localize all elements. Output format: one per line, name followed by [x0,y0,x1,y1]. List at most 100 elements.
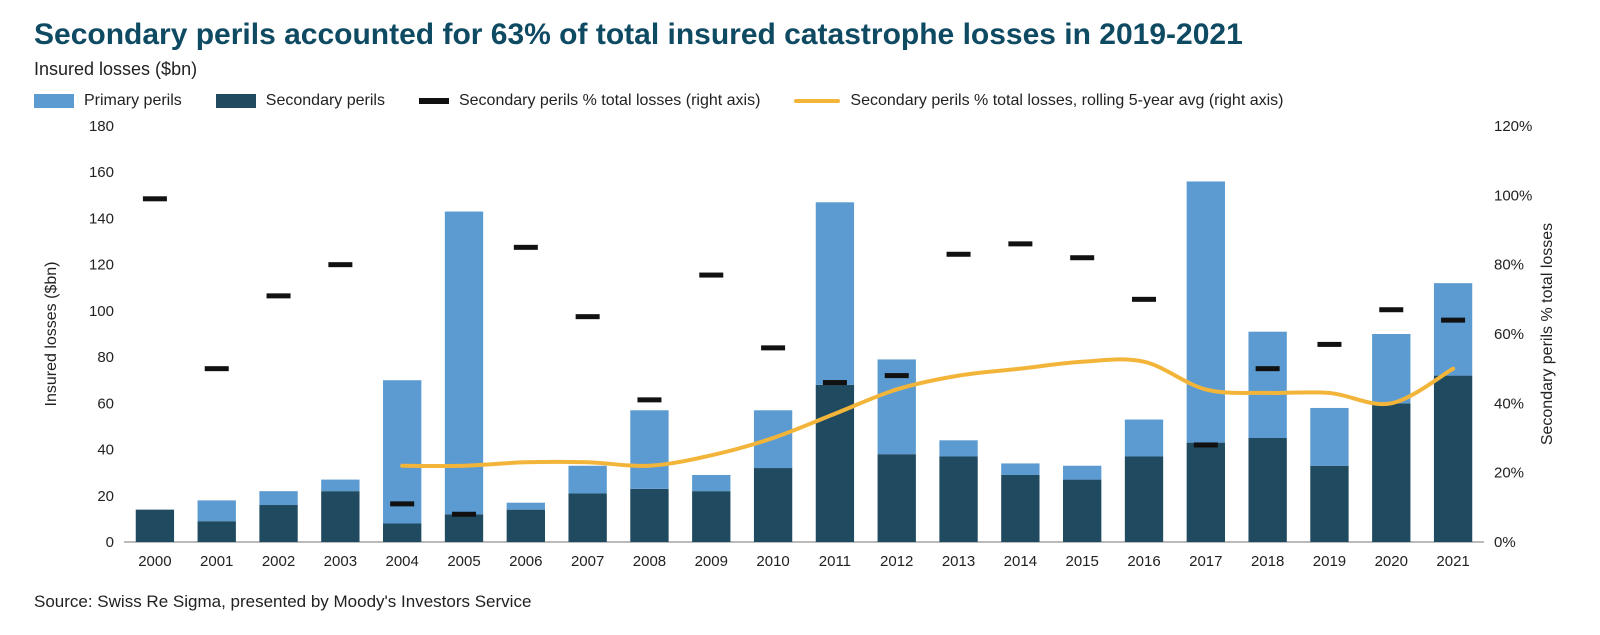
bar-primary [939,440,977,456]
svg-text:2010: 2010 [756,553,789,570]
svg-text:0: 0 [106,534,114,551]
bar-secondary [507,509,545,541]
bar-primary [1248,331,1286,437]
svg-text:40: 40 [97,441,114,458]
legend-swatch-secondary [216,94,256,108]
chart-area: 0204060801001201401601800%20%40%60%80%10… [34,114,1566,584]
svg-text:120: 120 [89,256,114,273]
bar-primary [630,410,668,489]
svg-text:20%: 20% [1494,464,1524,481]
legend-label-rolling: Secondary perils % total losses, rolling… [850,92,1283,110]
pct-dash [1132,296,1156,301]
legend-primary: Primary perils [34,92,182,110]
bar-primary [259,491,297,505]
svg-text:2007: 2007 [571,553,604,570]
svg-text:180: 180 [89,118,114,135]
bar-primary [507,502,545,509]
pct-dash [885,373,909,378]
pct-dash [205,366,229,371]
svg-text:2017: 2017 [1189,553,1222,570]
chart-title: Secondary perils accounted for 63% of to… [34,18,1566,53]
legend-swatch-primary [34,94,74,108]
svg-text:120%: 120% [1494,118,1532,135]
svg-text:Secondary perils % total losse: Secondary perils % total losses [1539,222,1556,444]
bar-secondary [754,468,792,542]
svg-text:Insured losses ($bn): Insured losses ($bn) [43,261,60,406]
pct-dash [761,345,785,350]
bar-primary [321,479,359,491]
legend-pct: Secondary perils % total losses (right a… [419,92,760,110]
svg-text:2014: 2014 [1004,553,1037,570]
svg-text:2005: 2005 [447,553,480,570]
bar-secondary [1248,438,1286,542]
bar-secondary [692,491,730,542]
svg-text:2015: 2015 [1065,553,1098,570]
svg-text:100: 100 [89,302,114,319]
bar-primary [1372,334,1410,403]
svg-text:2002: 2002 [262,553,295,570]
pct-dash [1070,255,1094,260]
legend-rolling: Secondary perils % total losses, rolling… [794,92,1283,110]
legend: Primary perils Secondary perils Secondar… [34,92,1566,110]
pct-dash [1256,366,1280,371]
svg-text:2000: 2000 [138,553,171,570]
svg-text:80: 80 [97,349,114,366]
bar-secondary [136,509,174,541]
svg-text:2001: 2001 [200,553,233,570]
svg-text:2019: 2019 [1313,553,1346,570]
svg-text:2016: 2016 [1127,553,1160,570]
bar-primary [1434,283,1472,375]
bar-primary [1187,181,1225,442]
pct-dash [1379,307,1403,312]
bar-secondary [1063,479,1101,541]
svg-text:20: 20 [97,487,114,504]
svg-text:40%: 40% [1494,395,1524,412]
svg-text:2018: 2018 [1251,553,1284,570]
pct-dash [1008,241,1032,246]
pct-dash [390,501,414,506]
svg-text:2020: 2020 [1375,553,1408,570]
pct-dash [1441,317,1465,322]
svg-text:160: 160 [89,164,114,181]
pct-dash [1317,341,1341,346]
bar-secondary [1001,474,1039,541]
svg-text:140: 140 [89,210,114,227]
bar-primary [1310,407,1348,465]
bar-secondary [383,523,421,541]
bar-primary [1063,465,1101,479]
chart-subtitle: Insured losses ($bn) [34,59,1566,80]
svg-text:2008: 2008 [633,553,666,570]
pct-dash [267,293,291,298]
pct-dash [637,397,661,402]
pct-dash [947,251,971,256]
svg-text:2003: 2003 [324,553,357,570]
bar-secondary [198,521,236,542]
svg-text:80%: 80% [1494,256,1524,273]
pct-dash [328,262,352,267]
bar-secondary [1434,375,1472,541]
bar-primary [568,465,606,493]
pct-dash [576,314,600,319]
legend-secondary: Secondary perils [216,92,385,110]
pct-dash [823,380,847,385]
bar-secondary [1125,456,1163,542]
svg-text:2004: 2004 [385,553,418,570]
bar-primary [692,474,730,490]
svg-text:2006: 2006 [509,553,542,570]
svg-text:2013: 2013 [942,553,975,570]
chart-source: Source: Swiss Re Sigma, presented by Moo… [34,592,1566,612]
pct-dash [514,244,538,249]
rolling-line [402,359,1453,466]
svg-text:2009: 2009 [695,553,728,570]
svg-text:0%: 0% [1494,534,1516,551]
legend-swatch-rolling-line [794,99,840,103]
legend-label-secondary: Secondary perils [266,92,385,110]
svg-text:60: 60 [97,395,114,412]
legend-label-pct: Secondary perils % total losses (right a… [459,92,760,110]
bar-secondary [445,514,483,542]
pct-dash [143,196,167,201]
chart-svg: 0204060801001201401601800%20%40%60%80%10… [34,114,1564,584]
bar-secondary [321,491,359,542]
bar-secondary [1187,442,1225,541]
legend-label-primary: Primary perils [84,92,182,110]
